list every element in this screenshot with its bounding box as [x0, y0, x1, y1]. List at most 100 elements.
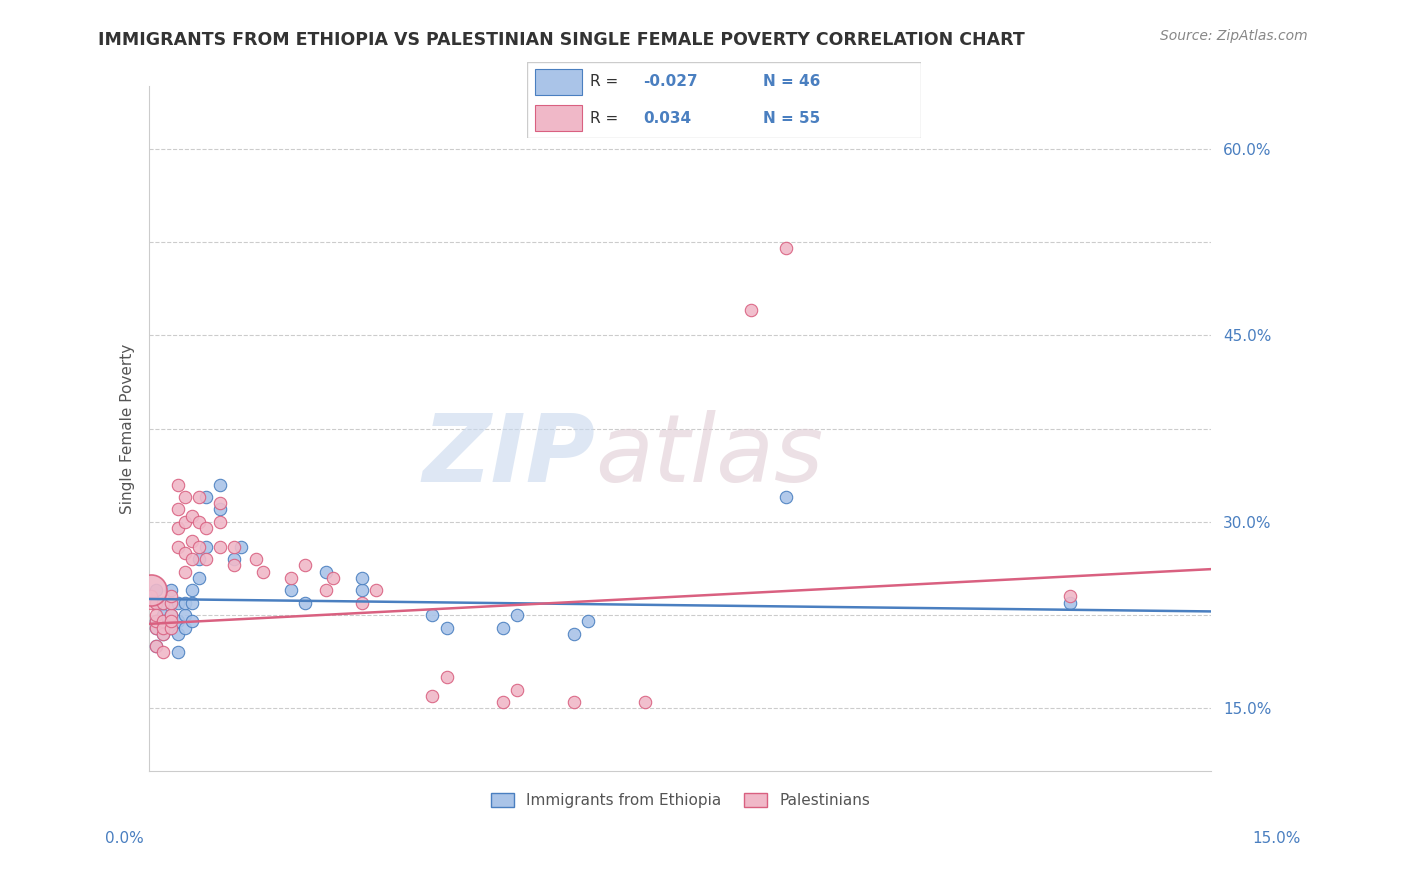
Point: [194, 552, 217, 566]
Point: [180, 552, 202, 566]
Point: [422, 608, 444, 623]
Point: [180, 508, 202, 523]
Point: [159, 596, 181, 610]
FancyBboxPatch shape: [536, 105, 582, 131]
Point: [224, 558, 246, 573]
Point: [775, 490, 797, 504]
Point: [173, 565, 195, 579]
Point: [166, 596, 188, 610]
Point: [1059, 590, 1081, 604]
Point: [141, 596, 163, 610]
Point: [180, 533, 202, 548]
Point: [187, 515, 209, 529]
Point: [173, 546, 195, 560]
Point: [180, 615, 202, 629]
Point: [173, 490, 195, 504]
Point: [173, 621, 195, 635]
Point: [145, 608, 167, 623]
Point: [562, 627, 585, 641]
Point: [194, 540, 217, 554]
Point: [187, 552, 209, 566]
Point: [187, 490, 209, 504]
Point: [1059, 596, 1081, 610]
Legend: Immigrants from Ethiopia, Palestinians: Immigrants from Ethiopia, Palestinians: [485, 787, 876, 814]
Point: [145, 615, 167, 629]
Point: [152, 596, 174, 610]
Text: atlas: atlas: [595, 410, 824, 501]
Y-axis label: Single Female Poverty: Single Female Poverty: [121, 343, 135, 514]
Point: [180, 583, 202, 598]
Point: [252, 565, 274, 579]
Point: [145, 583, 167, 598]
Point: [166, 502, 188, 516]
Point: [145, 621, 167, 635]
Text: -0.027: -0.027: [644, 74, 697, 89]
Point: [180, 596, 202, 610]
Point: [492, 695, 515, 709]
Point: [506, 608, 529, 623]
Point: [145, 596, 167, 610]
Point: [194, 521, 217, 535]
Point: [159, 596, 181, 610]
Point: [280, 571, 302, 585]
Point: [224, 552, 246, 566]
Point: [159, 590, 181, 604]
Point: [740, 303, 762, 318]
Point: [159, 583, 181, 598]
Point: [152, 621, 174, 635]
Point: [231, 540, 253, 554]
Text: R =: R =: [591, 111, 623, 126]
Point: [141, 590, 163, 604]
Point: [159, 621, 181, 635]
Point: [209, 515, 232, 529]
Point: [294, 596, 316, 610]
Point: [166, 627, 188, 641]
Point: [224, 540, 246, 554]
Point: [350, 583, 373, 598]
Point: [576, 615, 599, 629]
Point: [436, 621, 458, 635]
Point: [166, 645, 188, 659]
Point: [145, 621, 167, 635]
Point: [294, 558, 316, 573]
Point: [152, 615, 174, 629]
Point: [436, 670, 458, 684]
Point: [634, 695, 657, 709]
Point: [145, 596, 167, 610]
Text: 0.034: 0.034: [644, 111, 692, 126]
Text: 0.0%: 0.0%: [105, 831, 145, 846]
Text: Source: ZipAtlas.com: Source: ZipAtlas.com: [1160, 29, 1308, 43]
Point: [152, 627, 174, 641]
Point: [775, 241, 797, 255]
Text: 15.0%: 15.0%: [1253, 831, 1301, 846]
FancyBboxPatch shape: [536, 69, 582, 95]
Text: IMMIGRANTS FROM ETHIOPIA VS PALESTINIAN SINGLE FEMALE POVERTY CORRELATION CHART: IMMIGRANTS FROM ETHIOPIA VS PALESTINIAN …: [98, 31, 1025, 49]
Point: [492, 621, 515, 635]
Point: [159, 615, 181, 629]
Text: N = 55: N = 55: [763, 111, 821, 126]
Point: [209, 502, 232, 516]
Point: [209, 496, 232, 510]
Point: [506, 682, 529, 697]
Text: ZIP: ZIP: [422, 410, 595, 502]
Point: [315, 583, 337, 598]
Point: [152, 596, 174, 610]
Point: [245, 552, 267, 566]
Point: [194, 490, 217, 504]
Text: R =: R =: [591, 74, 623, 89]
Point: [350, 571, 373, 585]
Point: [364, 583, 387, 598]
Point: [166, 540, 188, 554]
Point: [152, 627, 174, 641]
Point: [152, 645, 174, 659]
Point: [280, 583, 302, 598]
Point: [315, 565, 337, 579]
Text: N = 46: N = 46: [763, 74, 821, 89]
Point: [166, 615, 188, 629]
Point: [152, 621, 174, 635]
Point: [166, 521, 188, 535]
Point: [166, 477, 188, 491]
Point: [141, 583, 163, 598]
Point: [173, 515, 195, 529]
Point: [152, 615, 174, 629]
